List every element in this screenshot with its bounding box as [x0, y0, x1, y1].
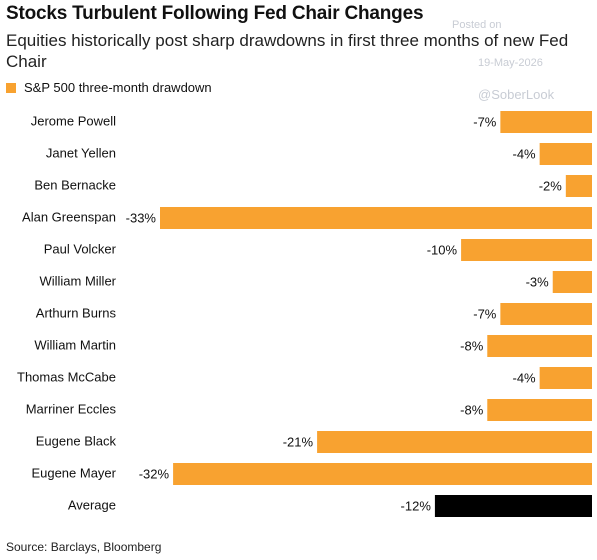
chart-subtitle: Equities historically post sharp drawdow…	[6, 31, 569, 71]
bar	[500, 111, 592, 133]
category-label: Thomas McCabe	[17, 369, 116, 384]
bar	[552, 271, 592, 293]
bar	[487, 399, 592, 421]
value-label: -21%	[283, 434, 314, 449]
legend-swatch	[6, 82, 16, 93]
category-label: Alan Greenspan	[22, 209, 116, 224]
bar	[487, 335, 592, 357]
value-label: -4%	[513, 146, 537, 161]
category-label: William Miller	[39, 273, 116, 288]
category-label: Jerome Powell	[31, 113, 116, 128]
category-label: Average	[68, 497, 116, 512]
legend: S&P 500 three-month drawdown	[6, 80, 212, 95]
value-label: -32%	[139, 466, 170, 481]
watermark: @SoberLook	[478, 87, 555, 102]
value-label: -8%	[460, 402, 484, 417]
bar	[461, 239, 592, 261]
bar	[565, 175, 592, 197]
value-label: -2%	[539, 178, 563, 193]
category-label: William Martin	[34, 337, 116, 352]
category-label: Arthurn Burns	[36, 305, 117, 320]
bar	[317, 431, 592, 453]
category-label: Paul Volcker	[44, 241, 117, 256]
bar	[539, 367, 592, 389]
source: Source: Barclays, Bloomberg	[6, 540, 162, 554]
watermark: 19-May-2026	[478, 57, 543, 69]
value-label: -8%	[460, 338, 484, 353]
bar	[500, 303, 592, 325]
category-label: Eugene Black	[36, 433, 117, 448]
value-label: -10%	[427, 242, 458, 257]
watermark: Posted on	[452, 19, 502, 31]
value-label: -7%	[473, 114, 497, 129]
category-label: Janet Yellen	[46, 145, 116, 160]
value-label: -12%	[401, 498, 432, 513]
value-label: -33%	[126, 210, 157, 225]
value-label: -7%	[473, 306, 497, 321]
bar	[434, 495, 592, 517]
category-label: Ben Bernacke	[34, 177, 116, 192]
value-label: -4%	[513, 370, 537, 385]
bar	[539, 143, 592, 165]
category-label: Marriner Eccles	[26, 401, 117, 416]
bar	[160, 207, 592, 229]
category-label: Eugene Mayer	[31, 465, 116, 480]
value-label: -3%	[526, 274, 550, 289]
legend-label: S&P 500 three-month drawdown	[24, 80, 212, 95]
bar	[173, 463, 592, 485]
chart-title: Stocks Turbulent Following Fed Chair Cha…	[6, 3, 424, 24]
